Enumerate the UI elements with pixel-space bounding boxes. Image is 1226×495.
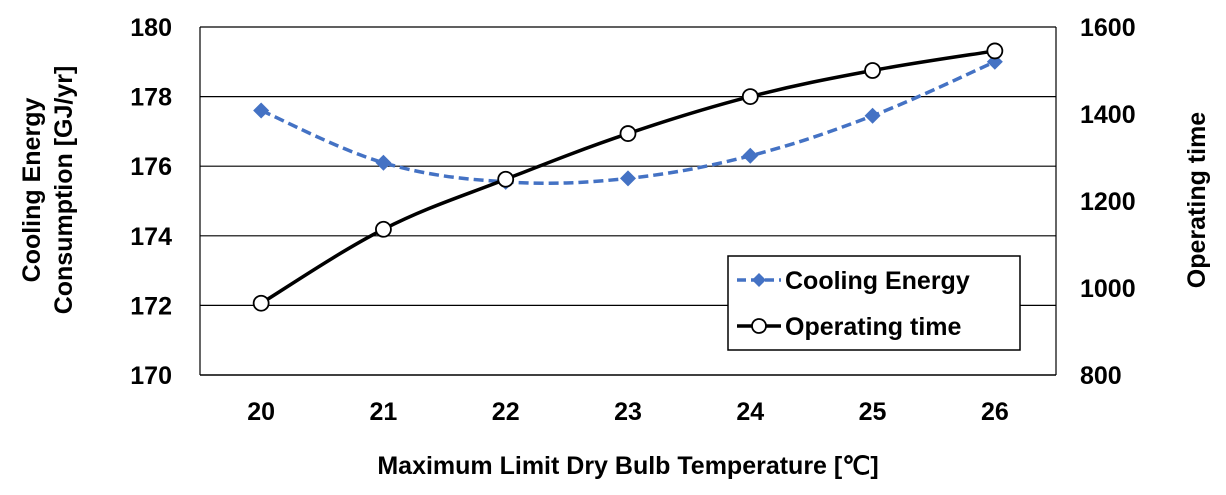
y-left-axis-title-line2: Consumption [GJ/yr] bbox=[50, 66, 78, 315]
x-tick-label: 23 bbox=[614, 398, 642, 426]
y-right-tick-label: 1600 bbox=[1080, 14, 1136, 42]
data-point-operating-time bbox=[986, 42, 1004, 60]
legend-cooling-energy-label: Cooling Energy bbox=[785, 267, 970, 295]
x-tick-label: 24 bbox=[736, 398, 764, 426]
y-right-tick-label: 1000 bbox=[1080, 275, 1136, 303]
y-left-tick-label: 170 bbox=[130, 362, 172, 390]
x-tick-label: 20 bbox=[247, 398, 275, 426]
x-tick-label: 22 bbox=[492, 398, 520, 426]
y-left-axis-title-line1: Cooling Energy bbox=[18, 98, 46, 283]
data-point-cooling-energy bbox=[742, 147, 759, 164]
series bbox=[252, 42, 1004, 312]
y-right-tick-label: 1200 bbox=[1080, 188, 1136, 216]
data-point-cooling-energy bbox=[253, 102, 270, 119]
legend-box bbox=[727, 255, 1021, 351]
data-point-operating-time bbox=[252, 294, 270, 312]
x-tick-label: 25 bbox=[859, 398, 887, 426]
legend-operating-time-marker bbox=[751, 318, 767, 334]
data-point-cooling-energy bbox=[620, 170, 636, 187]
y-left-tick-label: 172 bbox=[130, 292, 172, 320]
data-point-operating-time bbox=[741, 88, 759, 105]
x-axis-title: Maximum Limit Dry Bulb Temperature [℃] bbox=[377, 452, 878, 480]
data-point-operating-time bbox=[375, 220, 392, 238]
y-left-tick-label: 178 bbox=[130, 84, 172, 112]
y-left-tick-label: 174 bbox=[130, 223, 172, 251]
y-left-tick-label: 180 bbox=[130, 14, 172, 42]
y-right-tick-label: 1400 bbox=[1080, 101, 1136, 129]
legend: Cooling Energy Operating time bbox=[727, 255, 1021, 351]
x-tick-label: 21 bbox=[370, 398, 398, 426]
data-point-operating-time bbox=[497, 170, 515, 188]
series-line-cooling-energy bbox=[260, 60, 996, 186]
x-tick-label: 26 bbox=[981, 398, 1009, 426]
y-right-axis-title: Operating time bbox=[1183, 112, 1211, 289]
data-point-cooling-energy bbox=[375, 154, 392, 171]
data-point-operating-time bbox=[619, 125, 637, 142]
y-right-tick-label: 800 bbox=[1080, 362, 1122, 390]
legend-cooling-energy-marker bbox=[752, 273, 766, 287]
axes: 170 172 174 176 178 180 800 1000 1200 1400 1600 20 2… bbox=[130, 14, 1135, 426]
data-point-cooling-energy bbox=[864, 107, 881, 124]
y-left-tick-label: 176 bbox=[130, 153, 172, 181]
legend-operating-time-label: Operating time bbox=[785, 313, 962, 341]
data-point-operating-time bbox=[864, 62, 881, 79]
